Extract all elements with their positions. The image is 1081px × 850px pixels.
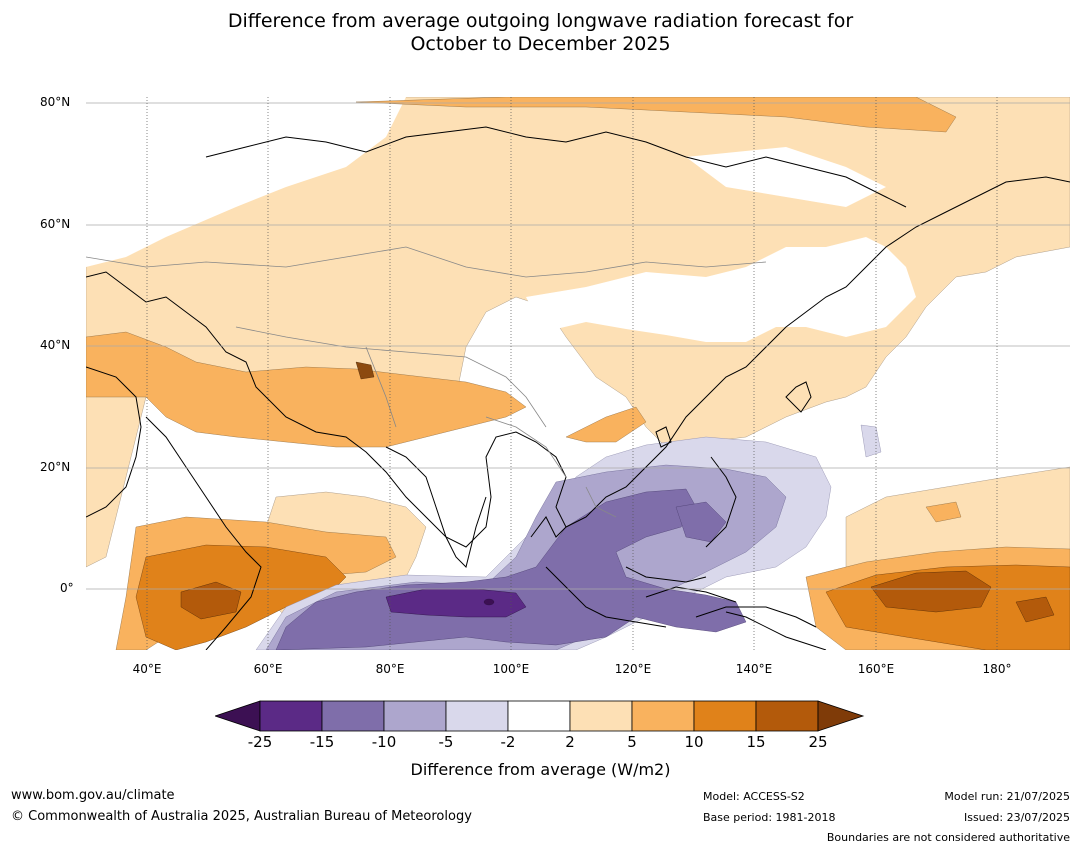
colorbar-tick-label: 15 [746,733,766,751]
colorbar-cell [755,700,819,732]
colorbar-cell [693,700,757,732]
lon-label-40e: 40°E [132,662,162,676]
coastlines [86,126,1070,650]
colorbar-extend-high [817,700,865,732]
colorbar-cells [213,700,865,732]
lon-label-140e: 140°E [735,662,773,676]
lat-label-40n: 40°N [40,338,71,352]
colorbar-cell [259,700,323,732]
lat-label-eq: 0° [60,581,74,595]
colorbar-cell [383,700,447,732]
colorbar-tick-label: 25 [808,733,828,751]
forecast-map [86,97,1070,650]
colorbar-tick-label: 5 [627,733,637,751]
colorbar-cell [445,700,509,732]
colorbar-tick-label: -5 [438,733,454,751]
title-line-1: Difference from average outgoing longwav… [227,10,854,32]
lat-label-80n: 80°N [40,95,71,109]
colorbar-tick-label: -10 [371,733,397,751]
colorbar-tick-label: 2 [565,733,575,751]
footer-issued: Issued: 23/07/2025 [963,811,1070,824]
colorbar-cell [507,700,571,732]
lon-label-160e: 160°E [857,662,895,676]
colorbar-tick-label: 10 [684,733,704,751]
lon-label-100e: 100°E [492,662,530,676]
lat-label-20n: 20°N [40,460,71,474]
parallels [86,102,1070,590]
anomaly-minus-15-to-25 [385,588,527,618]
country-borders [86,246,767,518]
map-svg [86,97,1070,650]
colorbar-svg [213,700,865,732]
colorbar-cell [631,700,695,732]
lon-label-80e: 80°E [375,662,405,676]
footer-copyright: © Commonwealth of Australia 2025, Austra… [11,809,472,824]
lon-label-60e: 60°E [253,662,283,676]
colorbar-tick-label: -2 [500,733,516,751]
lat-label-60n: 60°N [40,217,71,231]
colorbar-extend-low [213,700,261,732]
chart-title: Difference from average outgoing longwav… [0,10,1081,56]
meridians [146,97,998,650]
footer-disclaimer: Boundaries are not considered authoritat… [826,831,1070,844]
colorbar-cell [569,700,633,732]
colorbar-tick-label: -25 [247,733,273,751]
footer-model-run: Model run: 21/07/2025 [944,790,1070,803]
anomaly-2-to-5 [86,97,1070,650]
colorbar [213,700,867,738]
anomaly-15-to-25 [180,361,1055,623]
colorbar-tick-label: -15 [309,733,335,751]
colorbar-label: Difference from average (W/m2) [410,760,671,779]
title-line-2: October to December 2025 [410,33,671,55]
lon-label-180: 180° [982,662,1012,676]
footer-base-period: Base period: 1981-2018 [703,811,836,824]
lon-label-120e: 120°E [614,662,652,676]
footer-website[interactable]: www.bom.gov.au/climate [11,788,175,803]
colorbar-cell [321,700,385,732]
footer-model: Model: ACCESS-S2 [703,790,805,803]
